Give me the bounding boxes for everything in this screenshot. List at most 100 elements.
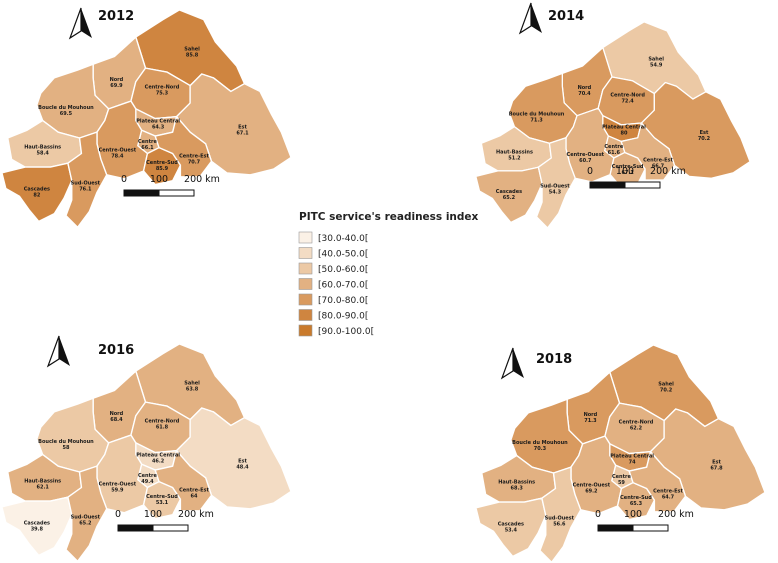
region-value-label: 62.1 [37,485,50,491]
region-sud-ouest [65,131,108,228]
region-name-label: Centre-Sud [612,164,644,170]
region-value-label: 69.5 [60,111,73,117]
region-name-label: Cascades [498,521,524,527]
scale-bar-black-segment [597,524,634,532]
legend-item: [80.0-90.0[ [298,309,368,322]
region-value-label: 67.1 [236,130,249,136]
region-name-label: Centre-Est [643,158,673,164]
region-value-label: 53.1 [156,500,169,506]
region-cascades [1,162,73,223]
scale-tick-label: 0 [595,509,601,520]
region-name-label: Boucle du Mouhoun [512,440,568,446]
legend-swatch [298,262,313,275]
region-value-label: 66.7 [652,164,665,170]
region-name-label: Haut-Bassins [496,149,533,155]
region-name-label: Centre-Est [653,488,683,494]
region-name-label: Centre-Ouest [573,483,611,489]
region-value-label: 49.4 [141,479,154,485]
region-centre-est [154,115,213,178]
region-name-label: Haut-Bassins [24,479,61,485]
region-value-label: 48.4 [236,464,249,470]
legend-swatch [298,293,313,306]
choropleth-map [475,344,766,563]
scale-tick-label: 100 [616,166,634,177]
region-value-label: 60.7 [579,158,592,164]
region-name-label: Nord [584,412,598,418]
legend-label: [50.0-60.0[ [318,265,368,275]
region-name-label: Centre-Ouest [99,482,137,488]
legend-item: [50.0-60.0[ [298,262,368,275]
region-value-label: 80 [620,131,627,137]
legend-item: [30.0-40.0[ [298,231,368,244]
region-value-label: 67.1 [621,170,634,176]
scale-bar-white-segment [152,524,189,532]
north-arrow-icon [46,335,70,368]
region-sud-ouest [65,465,108,562]
region-cascades [1,496,73,557]
map-year-title: 2016 [98,343,134,358]
region-name-label: Nord [110,411,124,417]
legend-label: [60.0-70.0[ [318,281,368,291]
scale-tick-label: 0 [115,509,121,520]
region-value-label: 63.8 [186,387,199,393]
region-value-label: 78.4 [111,154,124,160]
region-value-label: 85.8 [186,53,199,59]
region-name-label: Boucle du Mouhoun [38,105,94,111]
region-name-label: Sud-Ouest [71,515,101,521]
region-name-label: Centre [138,139,157,145]
region-value-label: 71.3 [530,118,543,124]
region-name-label: Cascades [496,189,522,195]
region-centre-est [620,122,676,181]
region-value-label: 69.9 [110,83,123,89]
region-value-label: 56.6 [553,522,566,528]
legend-label: [30.0-40.0[ [318,234,368,244]
choropleth-map [1,343,292,562]
region-value-label: 82 [33,192,40,198]
region-value-label: 65.2 [503,195,516,201]
legend-swatch [298,231,313,244]
region-name-label: Centre-Ouest [99,148,137,154]
legend-label: [40.0-50.0[ [318,250,368,260]
region-sud-ouest [535,137,576,229]
region-name-label: Est [700,130,709,136]
legend-item: [90.0-100.0[ [298,324,374,337]
region-name-label: Sahel [658,382,674,388]
region-value-label: 70.3 [534,446,547,452]
region-name-label: Centre [604,144,623,150]
region-name-label: Sud-Ouest [540,183,570,189]
region-value-label: 67.8 [710,465,723,471]
region-value-label: 68.3 [511,486,524,492]
region-value-label: 66.1 [141,145,154,151]
region-value-label: 62.2 [630,426,643,432]
legend-title: PITC service's readiness index [299,211,479,223]
scale-bar-black-segment [589,181,626,189]
region-name-label: Boucle du Mouhoun [38,439,94,445]
region-value-label: 51.2 [508,155,521,161]
scale-tick-label: 100 [144,509,162,520]
region-value-label: 70.2 [660,388,673,394]
region-name-label: Cascades [24,520,50,526]
region-value-label: 65.3 [630,501,643,507]
region-value-label: 70.7 [188,159,201,165]
region-cascades [475,497,547,558]
legend-item: [60.0-70.0[ [298,278,368,291]
scale-tick-label: 0 [587,166,593,177]
scale-bar: 0 100 200 km [587,166,686,189]
north-arrow-icon [518,2,542,35]
scale-bar-white-segment [158,189,195,197]
region-name-label: Plateau Central [602,125,646,131]
region-value-label: 54.9 [650,62,663,68]
scale-tick-label: 0 [121,174,127,185]
region-value-label: 61.8 [156,425,169,431]
region-name-label: Centre [138,473,157,479]
scale-bar: 0 100 200 km [115,509,214,532]
scale-bar-white-segment [624,181,661,189]
map-year-title: 2012 [98,9,134,24]
region-name-label: Centre-Sud [146,160,178,166]
